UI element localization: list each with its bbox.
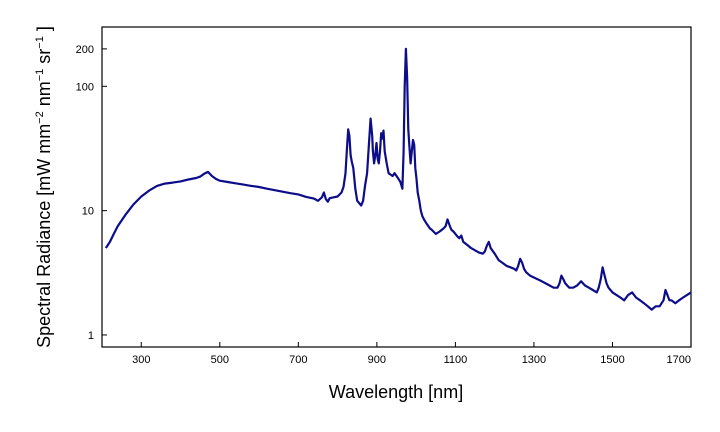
x-tick-label: 1700 — [667, 354, 691, 366]
x-axis-title: Wavelength [nm] — [329, 382, 463, 402]
x-tick-label: 1500 — [600, 354, 624, 366]
y-tick-label: 100 — [76, 81, 94, 93]
spectrum-line — [104, 47, 692, 311]
x-tick-label: 700 — [289, 354, 307, 366]
x-tick-label: 500 — [211, 354, 229, 366]
y-tick-label: 1 — [88, 330, 94, 342]
y-axis: 1 10 100 200 — [76, 44, 107, 342]
x-tick-label: 300 — [132, 354, 150, 366]
plot-frame — [101, 26, 692, 348]
y-tick-label: 10 — [82, 206, 94, 218]
x-axis: 300 500 700 900 1100 1300 1500 1700 — [132, 342, 692, 366]
x-tick-label: 900 — [368, 354, 386, 366]
x-tick-label: 1100 — [444, 354, 468, 366]
y-axis-title: Spectral Radiance [mW mm−2 nm−1 sr−1 ] — [34, 26, 54, 348]
y-tick-label: 200 — [76, 44, 94, 56]
x-tick-label: 1300 — [522, 354, 546, 366]
